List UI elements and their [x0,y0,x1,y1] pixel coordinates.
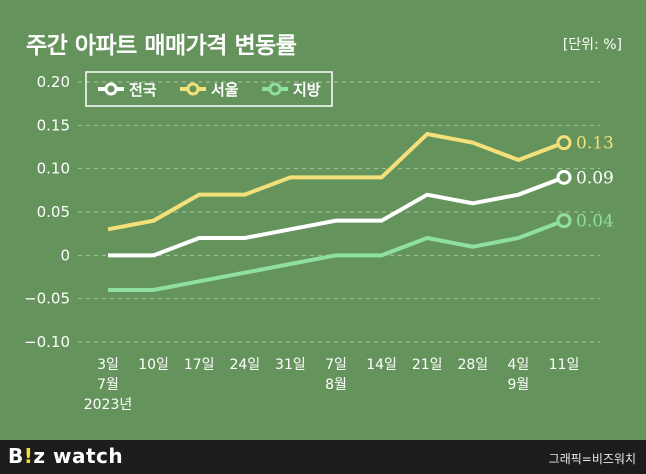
end-value-label: 0.13 [576,134,614,154]
x-month-label: 8월 [325,377,347,393]
y-tick-label: −0.10 [24,333,70,351]
y-tick-label: 0 [60,246,70,264]
x-tick-label: 17일 [184,357,215,373]
x-tick-label: 24일 [229,357,260,373]
x-tick-label: 11일 [549,357,580,373]
graphic-credit: 그래픽=비즈워치 [548,452,636,466]
legend-swatch-marker [186,82,200,96]
chart-title: 주간 아파트 매매가격 변동률 [26,33,297,59]
legend-label: 서울 [211,81,239,99]
footer-bar: B!z watch 그래픽=비즈워치 [0,440,646,474]
x-month-label: 7월 [97,377,119,393]
legend-swatch-marker [104,82,118,96]
line-chart: −0.10 −0.05 0 0.05 0.10 0.15 0.20 0.09 0.13 0.04 3… [24,71,614,413]
y-tick-label: 0.15 [37,116,70,134]
series-line-서울 [107,131,565,232]
x-tick-label: 14일 [366,357,397,373]
end-point-marker [556,213,572,229]
x-tick-label: 31일 [275,357,306,373]
legend-swatch-marker [268,82,282,96]
legend-box [85,71,333,107]
end-value-label: 0.04 [576,212,614,232]
unit-label: [단위: %] [562,37,622,53]
x-year-label: 2023년 [84,397,133,413]
x-tick-label: 10일 [138,357,169,373]
end-value-label: 0.09 [576,168,614,188]
x-tick-label: 4일 [508,357,530,373]
x-tick-label: 7일 [325,357,347,373]
x-tick-label: 21일 [412,357,443,373]
y-tick-label: 0.20 [37,73,70,91]
x-tick-label: 28일 [457,357,488,373]
end-point-marker [556,135,572,151]
y-tick-label: 0.05 [37,203,70,221]
legend-label: 전국 [129,81,157,99]
legend-label: 지방 [293,81,321,99]
end-point-marker [556,169,572,185]
y-tick-label: 0.10 [37,160,70,178]
y-tick-label: −0.05 [24,290,70,308]
x-month-label: 9월 [508,377,530,393]
brand-logo: B!z watch [8,444,124,468]
x-tick-label: 3일 [97,357,119,373]
